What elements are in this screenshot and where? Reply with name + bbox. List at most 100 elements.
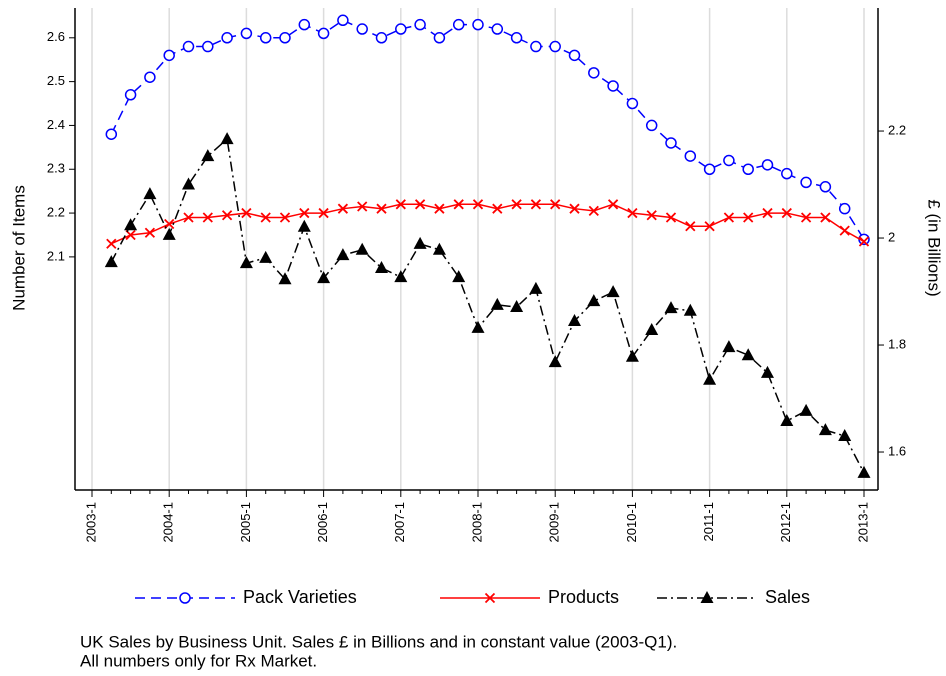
data-point xyxy=(780,413,794,426)
x-tick-label: 2004-1 xyxy=(161,502,176,542)
data-point xyxy=(414,18,426,31)
data-point xyxy=(472,18,484,31)
data-point xyxy=(395,199,406,210)
data-point xyxy=(645,119,658,132)
data-point xyxy=(220,132,234,145)
data-point xyxy=(260,212,271,223)
x-tick-label: 2012-1 xyxy=(778,502,793,542)
data-point xyxy=(800,212,812,223)
data-point xyxy=(492,203,503,214)
data-point xyxy=(549,40,561,53)
data-point xyxy=(278,272,292,285)
data-point xyxy=(529,281,543,294)
data-point xyxy=(143,187,157,200)
data-point xyxy=(106,238,117,249)
data-point xyxy=(394,270,408,283)
x-tick-label: 2013-1 xyxy=(855,502,870,542)
data-point xyxy=(413,236,427,249)
data-point xyxy=(297,219,311,232)
data-point xyxy=(472,199,484,210)
data-point xyxy=(356,23,368,35)
data-point xyxy=(355,242,369,255)
data-point xyxy=(162,227,176,240)
y2-tick-label: 2.2 xyxy=(888,122,906,137)
data-point xyxy=(568,313,581,326)
x-tick-label: 2009-1 xyxy=(547,502,562,542)
data-point xyxy=(761,365,774,378)
y2-tick-label: 1.6 xyxy=(888,443,906,458)
caption: UK Sales by Business Unit. Sales £ in Bi… xyxy=(80,632,677,651)
data-point xyxy=(240,27,253,40)
data-point xyxy=(703,163,716,176)
x-tick-label: 2005-1 xyxy=(238,502,253,542)
data-point xyxy=(665,137,677,149)
data-point xyxy=(279,32,291,44)
legend-label: Products xyxy=(548,587,619,607)
data-point xyxy=(646,210,657,221)
data-point xyxy=(723,154,735,167)
caption: All numbers only for Rx Market. xyxy=(80,651,317,670)
data-point xyxy=(838,428,852,441)
data-point xyxy=(490,297,504,310)
y2-tick-label: 1.8 xyxy=(888,336,906,351)
data-point xyxy=(761,159,774,171)
data-point xyxy=(201,149,215,162)
data-point xyxy=(471,320,485,333)
x-tick-label: 2007-1 xyxy=(392,502,407,542)
y-axis-label: Number of Items xyxy=(9,185,28,311)
data-point xyxy=(357,201,368,212)
legend-marker xyxy=(179,592,191,604)
data-point xyxy=(819,181,832,193)
data-point xyxy=(432,242,446,255)
data-point xyxy=(839,225,850,236)
data-point xyxy=(665,212,677,223)
data-point xyxy=(799,403,813,416)
y-tick-label: 2.5 xyxy=(47,73,65,88)
y-tick-label: 2.6 xyxy=(47,29,65,44)
series-line xyxy=(110,203,865,245)
data-point xyxy=(183,212,194,223)
data-point xyxy=(548,355,562,368)
data-point xyxy=(683,303,697,316)
data-point xyxy=(317,27,330,40)
series-line xyxy=(110,137,865,474)
data-point xyxy=(182,40,195,53)
x-tick-label: 2008-1 xyxy=(469,502,484,542)
data-point xyxy=(626,97,639,110)
data-point xyxy=(607,199,619,210)
data-point xyxy=(239,256,253,269)
legend-label: Pack Varieties xyxy=(243,587,357,607)
data-point xyxy=(337,14,349,27)
data-point xyxy=(202,212,213,223)
data-point xyxy=(336,248,350,261)
data-point xyxy=(627,207,638,219)
data-point xyxy=(317,271,331,284)
data-point xyxy=(781,207,792,219)
data-point xyxy=(298,18,311,31)
data-point xyxy=(664,301,678,314)
data-point xyxy=(625,349,639,362)
data-point xyxy=(762,207,773,219)
data-point xyxy=(434,203,445,214)
data-point xyxy=(569,203,580,214)
data-point xyxy=(299,207,310,219)
data-point xyxy=(104,255,118,268)
data-point xyxy=(587,294,601,307)
data-point xyxy=(182,177,195,190)
data-point xyxy=(684,150,697,162)
data-point xyxy=(202,40,214,53)
data-point xyxy=(857,465,871,478)
data-point xyxy=(375,32,388,44)
data-point xyxy=(550,199,561,210)
data-point xyxy=(645,323,659,336)
data-point xyxy=(105,128,118,140)
y-tick-label: 2.1 xyxy=(47,248,65,263)
data-point xyxy=(741,348,755,361)
y-tick-label: 2.4 xyxy=(47,117,65,132)
x-tick-label: 2006-1 xyxy=(315,502,330,542)
data-point xyxy=(414,199,426,210)
legend-marker xyxy=(700,591,714,603)
data-point xyxy=(588,67,600,79)
data-point xyxy=(318,207,329,219)
data-point xyxy=(452,270,466,283)
